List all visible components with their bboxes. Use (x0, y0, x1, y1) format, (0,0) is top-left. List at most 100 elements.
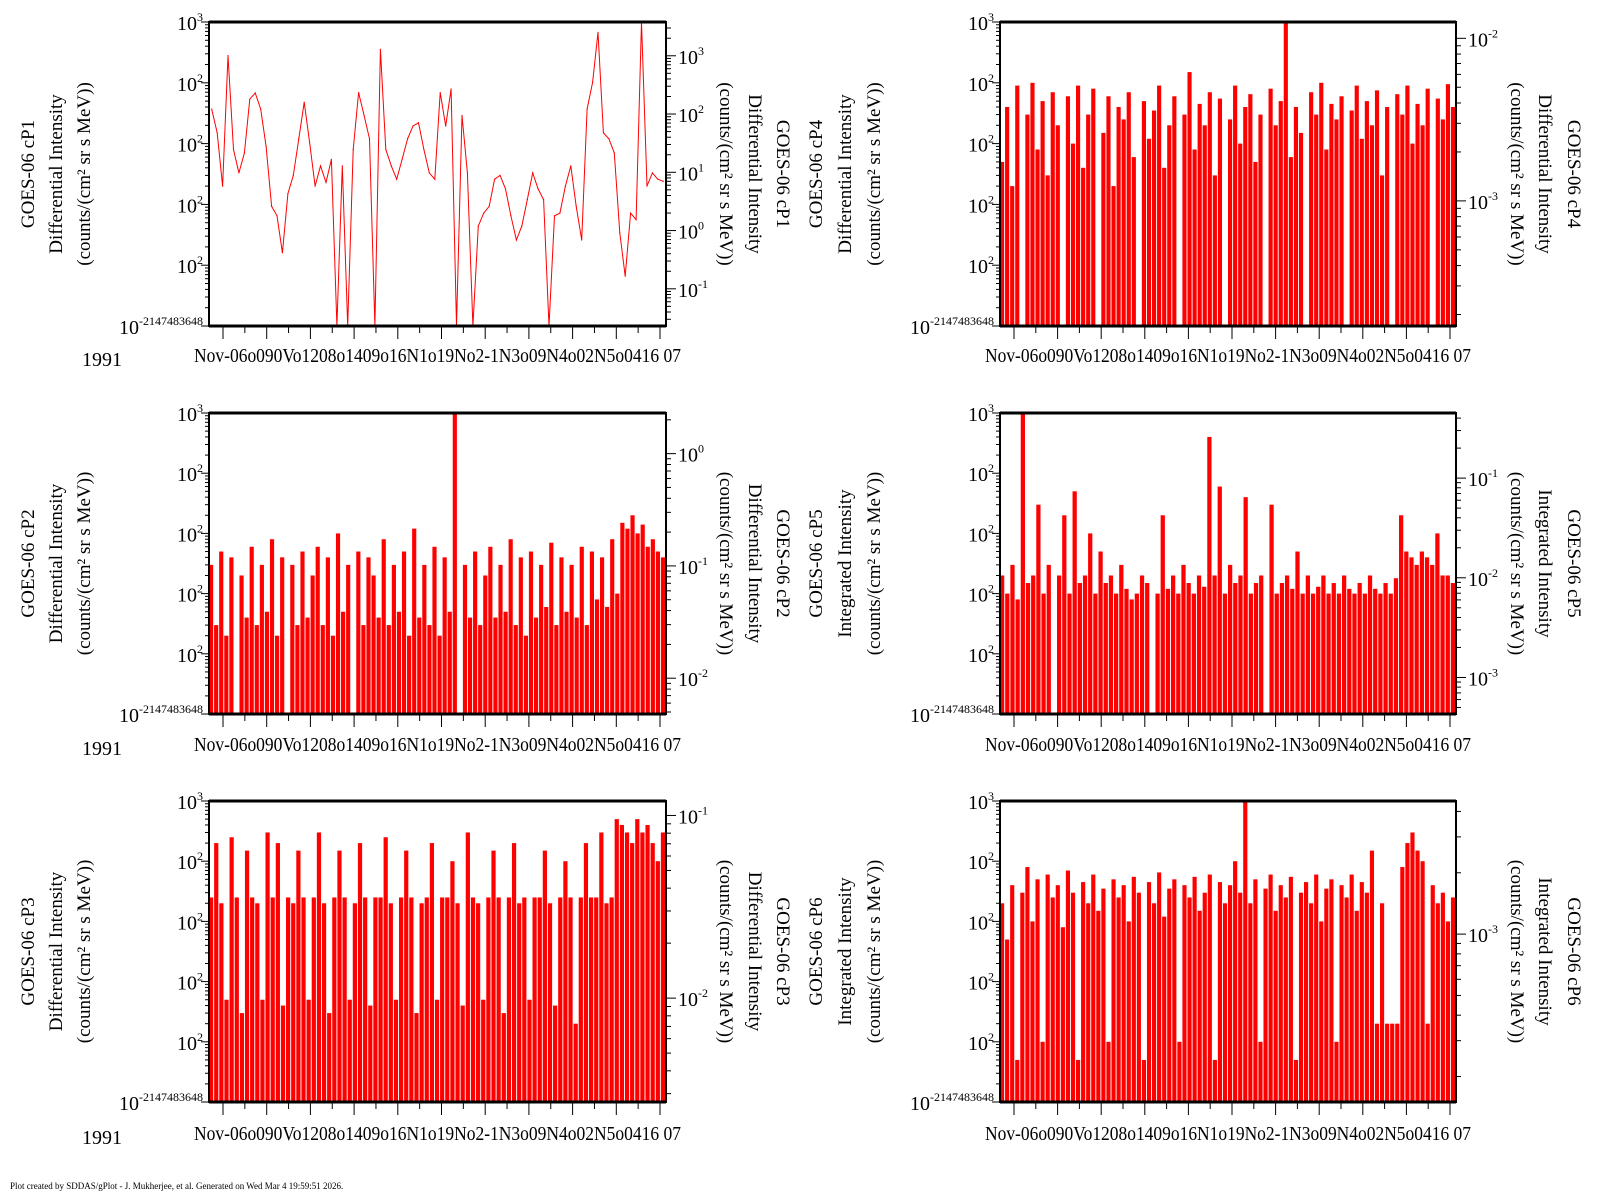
y-tick-label: 102 (968, 71, 994, 96)
y-tick-label: 10-2147483648 (119, 1090, 203, 1115)
right-tick-label: 10-3 (1468, 665, 1498, 690)
data-bar (337, 850, 342, 1102)
tick-exponent: 0 (698, 219, 704, 233)
data-bar (1035, 149, 1040, 326)
data-bar (1186, 582, 1191, 714)
tick-exponent: 2 (988, 909, 994, 923)
data-bar (264, 611, 270, 714)
data-bar (361, 625, 366, 714)
data-bar (401, 551, 407, 714)
right-axis-ylabel: Differential Intensity (744, 484, 765, 644)
data-bar (1152, 110, 1157, 326)
left-axis-title: GOES-06 cP2 (18, 509, 39, 617)
data-point (330, 158, 333, 160)
y-tick-label: 102 (177, 521, 203, 546)
y-tick-label: 102 (968, 582, 994, 607)
data-bar (517, 903, 522, 1102)
data-bar (539, 564, 544, 714)
data-bar (1101, 888, 1106, 1102)
tick-exponent: -1 (698, 554, 708, 568)
data-bar (569, 564, 574, 714)
data-bar (1378, 593, 1383, 714)
tick-base: 10 (968, 135, 988, 157)
data-point (591, 81, 594, 83)
data-point (602, 132, 605, 134)
data-point (445, 125, 447, 127)
data-bar (1293, 106, 1299, 326)
data-point (368, 138, 371, 140)
data-bar (1020, 413, 1025, 714)
data-bar (1410, 143, 1415, 326)
data-bar (1062, 515, 1067, 714)
tick-exponent: 2 (988, 849, 994, 863)
data-bar (1331, 582, 1336, 714)
data-bar (1076, 1059, 1081, 1102)
data-point (211, 108, 213, 110)
data-bar (1324, 149, 1329, 326)
data-point (396, 178, 398, 180)
data-point (570, 165, 572, 167)
data-bar (414, 1013, 419, 1102)
left-axis-title: GOES-06 cP1 (18, 120, 39, 228)
data-bar (1045, 175, 1050, 326)
y-tick-label: 102 (968, 849, 994, 874)
data-bar (544, 606, 549, 714)
data-bar (1176, 593, 1181, 714)
y-tick-label: 103 (177, 10, 203, 35)
tick-exponent: 2 (197, 970, 203, 984)
tick-exponent: 2 (197, 1030, 203, 1044)
data-bar (558, 897, 563, 1102)
right-axis-yunits: (counts/(cm² sr s MeV)) (715, 82, 736, 266)
data-bar (332, 897, 337, 1102)
data-bar (554, 625, 559, 714)
data-bar (1424, 557, 1430, 714)
data-bar (396, 611, 402, 714)
data-bar (1065, 870, 1071, 1102)
data-bar (1385, 1023, 1390, 1102)
data-bar (1005, 593, 1010, 714)
tick-base: 10 (177, 792, 197, 814)
data-bar (1010, 186, 1015, 326)
data-bar (1088, 533, 1093, 714)
left-axis-title: GOES-06 cP3 (18, 897, 39, 1005)
data-bar (376, 617, 381, 714)
data-bar (254, 625, 259, 714)
data-bar (1450, 106, 1456, 326)
tick-base: 10 (678, 222, 698, 244)
tick-base: 10 (177, 1033, 197, 1055)
data-bar (1139, 575, 1145, 714)
data-bar (371, 575, 376, 714)
right-tick-label: 10-2 (678, 666, 708, 691)
data-point (466, 172, 469, 174)
data-bar (1108, 575, 1114, 714)
tick-base: 10 (1468, 192, 1488, 214)
data-bar (1217, 882, 1223, 1102)
data-bar (1070, 892, 1076, 1102)
tick-base: 10 (678, 806, 698, 828)
data-bar (1145, 582, 1150, 714)
data-layer (211, 22, 664, 326)
data-bar (224, 999, 229, 1102)
data-point (238, 172, 240, 174)
y-tick-label: 10-2147483648 (910, 1090, 994, 1115)
data-bar (1121, 885, 1126, 1102)
data-bar (625, 528, 630, 714)
data-bar (1425, 88, 1430, 326)
data-bar (1040, 1041, 1045, 1102)
y-tick-label: 102 (968, 970, 994, 995)
data-bar (1248, 903, 1253, 1102)
data-point (532, 172, 534, 174)
data-bar (1162, 167, 1167, 326)
data-point (586, 108, 588, 110)
data-bar (1212, 575, 1217, 714)
data-bar (1131, 157, 1136, 326)
data-bar (1177, 1041, 1182, 1102)
data-bar (260, 999, 265, 1102)
data-bar (1091, 874, 1096, 1102)
y-tick-label: 102 (177, 909, 203, 934)
data-point (564, 185, 566, 187)
data-point (646, 185, 648, 187)
data-point (423, 148, 425, 151)
data-point (510, 215, 512, 217)
data-bar (630, 843, 635, 1102)
